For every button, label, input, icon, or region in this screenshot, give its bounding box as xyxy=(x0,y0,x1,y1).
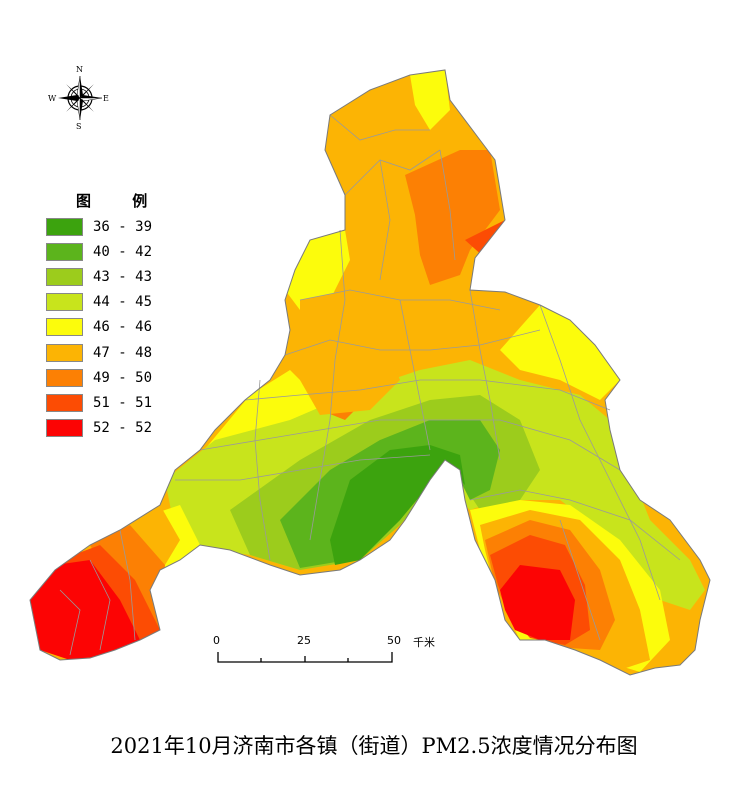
legend-title: 图 例 xyxy=(76,192,166,210)
legend-swatch xyxy=(46,318,83,337)
legend-label: 36 - 39 xyxy=(93,218,153,235)
legend-item: 52 - 52 xyxy=(46,416,186,441)
legend-item: 36 - 39 xyxy=(46,214,186,239)
legend-item: 44 - 45 xyxy=(46,290,186,315)
legend-label: 43 - 43 xyxy=(93,268,153,285)
scale-tick-0: 0 xyxy=(213,634,220,647)
scale-tick-25: 25 xyxy=(297,634,311,647)
legend-swatch xyxy=(46,217,83,236)
scale-unit: 千米 xyxy=(413,636,435,649)
east-label: E xyxy=(103,94,109,103)
fill-46-north-top xyxy=(410,70,450,130)
legend: 图 例 36 - 39 40 - 42 43 - 43 44 - 45 46 - 46 4… xyxy=(46,190,186,441)
legend-label: 52 - 52 xyxy=(93,420,153,437)
legend-swatch xyxy=(46,368,83,387)
map-title: 2021年10月济南市各镇（街道）PM2.5浓度情况分布图 xyxy=(110,734,638,758)
fill-47-48-urban xyxy=(300,290,400,415)
fill-52-52-se xyxy=(500,565,575,640)
west-label: W xyxy=(48,94,57,103)
fill-49-50-north xyxy=(405,150,500,285)
fill-36-39-core xyxy=(330,445,465,565)
legend-swatch xyxy=(46,343,83,362)
legend-item: 40 - 42 xyxy=(46,239,186,264)
scale-bar-line xyxy=(217,652,393,663)
fill-46-east-belt xyxy=(500,305,620,400)
legend-label: 44 - 45 xyxy=(93,294,153,311)
legend-label: 49 - 50 xyxy=(93,369,153,386)
compass-rose-icon xyxy=(58,75,103,121)
legend-swatch xyxy=(46,293,83,312)
legend-item: 51 - 51 xyxy=(46,390,186,415)
legend-label: 51 - 51 xyxy=(93,394,153,411)
legend-item: 43 - 43 xyxy=(46,264,186,289)
legend-item: 49 - 50 xyxy=(46,365,186,390)
legend-swatch xyxy=(46,242,83,261)
legend-item: 46 - 46 xyxy=(46,315,186,340)
scale-tick-50: 50 xyxy=(387,634,401,647)
legend-label: 40 - 42 xyxy=(93,243,153,260)
outer-boundary xyxy=(29,69,711,676)
legend-swatch xyxy=(46,393,83,412)
scale-bar: 0 25 50 千米 xyxy=(205,634,465,674)
legend-items: 36 - 39 40 - 42 43 - 43 44 - 45 46 - 46 47 - … xyxy=(46,214,186,441)
north-arrow: N S W E xyxy=(48,65,110,131)
legend-label: 46 - 46 xyxy=(93,319,153,336)
district-boundaries xyxy=(59,114,681,656)
south-label: S xyxy=(76,122,82,131)
legend-swatch xyxy=(46,419,83,438)
legend-item: 47 - 48 xyxy=(46,340,186,365)
legend-swatch xyxy=(46,267,83,286)
fill-52-52-sw xyxy=(30,560,140,660)
north-label: N xyxy=(76,65,83,74)
legend-label: 47 - 48 xyxy=(93,344,153,361)
